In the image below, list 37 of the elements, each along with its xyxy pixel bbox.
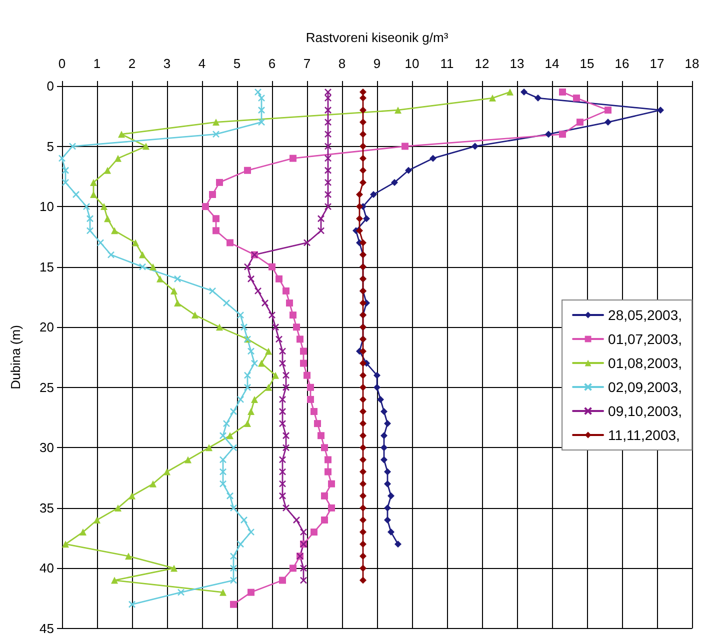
y-tick-label: 5 [46, 138, 54, 154]
x-tick-label: 11 [440, 56, 454, 71]
legend-label: 01,07,2003, [608, 331, 682, 347]
y-tick-label: 10 [40, 199, 54, 214]
x-tick-label: 8 [338, 56, 346, 71]
x-tick-label: 2 [128, 56, 136, 71]
x-axis-title: Rastvoreni kiseonik g/m³ [306, 30, 449, 45]
x-tick-label: 15 [580, 56, 594, 71]
x-tick-label: 6 [268, 56, 276, 71]
x-tick-label: 3 [163, 56, 171, 71]
y-tick-label: 0 [46, 78, 54, 94]
x-tick-label: 16 [614, 56, 630, 71]
x-tick-label: 7 [303, 56, 311, 71]
legend-label: 01,08,2003, [608, 355, 682, 371]
legend-label: 28,05,2003, [608, 307, 682, 323]
x-tick-label: 12 [474, 56, 490, 71]
legend-label: 09,10,2003, [608, 403, 682, 419]
x-tick-label: 14 [544, 56, 560, 71]
y-tick-label: 40 [40, 560, 54, 576]
x-tick-label: 5 [233, 56, 241, 71]
x-tick-label: 1 [93, 56, 101, 71]
y-axis-title: Dubina (m) [8, 325, 23, 390]
y-tick-label: 45 [40, 621, 54, 635]
x-tick-label: 10 [404, 56, 420, 71]
y-tick-label: 30 [40, 440, 54, 456]
y-tick-label: 20 [40, 320, 54, 335]
legend-label: 11,11,2003, [608, 427, 680, 443]
x-tick-label: 13 [510, 56, 524, 71]
x-tick-label: 9 [373, 56, 381, 71]
legend-label: 02,09,2003, [608, 379, 682, 395]
x-tick-label: 18 [684, 56, 700, 71]
y-tick-label: 15 [40, 259, 54, 274]
x-tick-label: 0 [58, 56, 66, 71]
y-tick-label: 35 [40, 500, 54, 516]
y-tick-label: 25 [40, 380, 54, 395]
x-tick-label: 17 [650, 56, 664, 71]
x-tick-label: 4 [198, 56, 206, 71]
